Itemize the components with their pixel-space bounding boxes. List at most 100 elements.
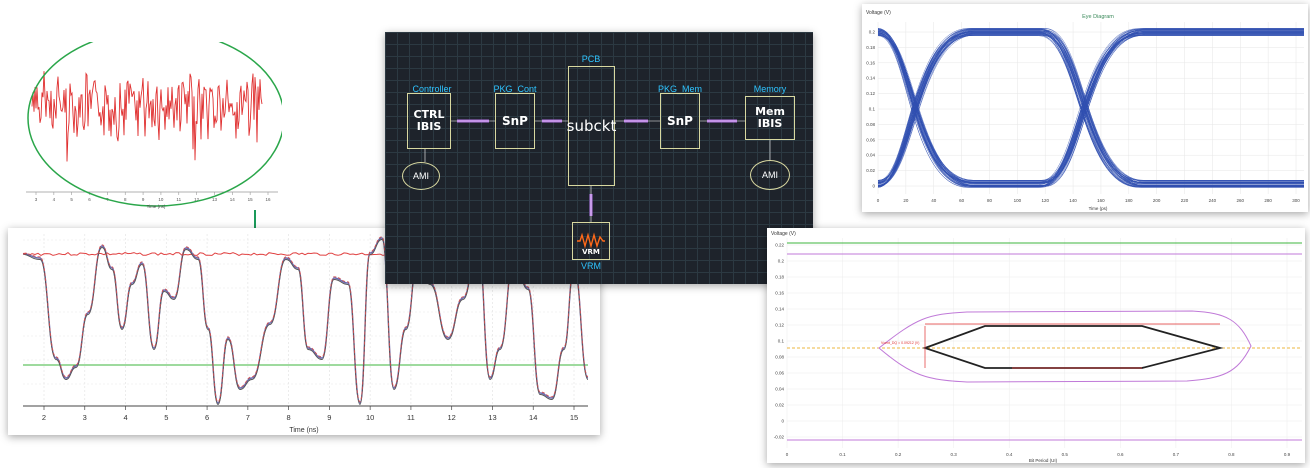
ctrl-ibis-line2: IBIS — [416, 120, 442, 133]
controller-title: Controller — [412, 84, 452, 94]
mask-y-tick: 0.18 — [775, 275, 784, 280]
mask-y-tick: 0.16 — [775, 291, 784, 296]
mask-y-tick: 0.1 — [778, 339, 785, 344]
eye-y-tick: 0.18 — [866, 45, 875, 50]
wave-x-tick: 2 — [42, 413, 46, 422]
ctrl-ami-block[interactable]: AMI — [402, 162, 440, 190]
mask-y-tick: 0.14 — [775, 307, 784, 312]
wave-x-tick: 6 — [205, 413, 209, 422]
pkg-mem-label: SnP — [667, 114, 693, 128]
mem-ami-block[interactable]: AMI — [750, 160, 790, 190]
mask-x-tick: 0.8 — [1228, 452, 1235, 457]
noise-x-tick: 4 — [53, 197, 56, 202]
wave-x-tick: 10 — [366, 413, 374, 422]
noise-x-tick: 12 — [194, 197, 200, 202]
eye-x-tick: 100 — [1014, 198, 1022, 203]
eye-y-tick: 0.02 — [866, 168, 875, 173]
noise-x-tick: 8 — [124, 197, 127, 202]
wave-trace-2 — [22, 239, 589, 405]
mask-y-tick: 0.2 — [778, 259, 785, 264]
eye-x-tick: 80 — [987, 198, 993, 203]
ctrl-ami-label: AMI — [412, 171, 429, 181]
noise-trace — [31, 71, 263, 162]
mem-ami-label: AMI — [761, 170, 778, 180]
noise-x-tick: 16 — [265, 197, 271, 202]
noise-x-tick: 10 — [158, 197, 164, 202]
mask-x-tick: 0.4 — [1006, 452, 1013, 457]
eye-y-tick: 0.1 — [869, 107, 876, 112]
noise-x-tick: 3 — [35, 197, 38, 202]
vrm-label: VRM — [582, 248, 600, 256]
eye-ylabel: Voltage (V) — [866, 10, 891, 16]
vrm-icon — [577, 232, 605, 248]
pkg-mem-title: PKG_Mem — [657, 84, 702, 94]
mask-x-tick: 0.2 — [895, 452, 902, 457]
mask-x-tick: 0 — [786, 452, 789, 457]
eye-y-tick: 0.14 — [866, 76, 875, 81]
eye-x-tick: 40 — [931, 198, 937, 203]
eye-traces — [877, 28, 1304, 188]
schematic-panel: Controller CTRL IBIS AMI PKG_Cont SnP PC… — [385, 32, 813, 284]
eye-y-tick: 0.2 — [869, 30, 876, 35]
mem-ibis-block[interactable]: Mem IBIS — [745, 96, 795, 140]
wave-x-tick: 15 — [570, 413, 578, 422]
pkg-cont-block[interactable]: SnP — [495, 93, 535, 149]
eye-y-tick: 0 — [872, 184, 875, 189]
eye-x-tick: 280 — [1264, 198, 1272, 203]
mem-ibis-line1: Mem — [755, 105, 785, 118]
memory-title: Memory — [753, 84, 787, 94]
eye-y-tick: 0.08 — [866, 122, 875, 127]
wave-x-tick: 5 — [164, 413, 168, 422]
eye-x-tick: 300 — [1292, 198, 1300, 203]
mask-x-tick: 0.3 — [951, 452, 958, 457]
eye-mask-plot: Voltage (V) Vcent_DQ = 0.09212 (V) -0.02… — [771, 231, 1302, 463]
vrm-block[interactable]: VRM — [572, 222, 610, 260]
ctrl-ibis-block[interactable]: CTRL IBIS — [407, 93, 451, 149]
pcb-subckt-block[interactable]: subckt — [566, 66, 617, 186]
eye-diagram-panel: Voltage (V) Eye Diagram 0 0.02 0.04 0.06 0.0… — [862, 4, 1308, 212]
eye-x-tick: 0 — [877, 198, 880, 203]
eye-xlabel: Time (ps) — [1089, 206, 1108, 211]
pcb-label: subckt — [566, 117, 617, 135]
eye-contour — [878, 310, 1252, 383]
wave-x-tick: 12 — [448, 413, 456, 422]
eye-x-tick: 220 — [1181, 198, 1189, 203]
eye-y-tick: 0.16 — [866, 60, 875, 65]
mask-x-tick: 0.6 — [1117, 452, 1124, 457]
eye-x-tick: 260 — [1237, 198, 1245, 203]
wave-x-tick: 7 — [246, 413, 250, 422]
wave-trace-3 — [22, 236, 589, 403]
mask-x-tick: 0.1 — [839, 452, 846, 457]
eye-x-tick: 160 — [1097, 198, 1105, 203]
pkg-cont-label: SnP — [502, 114, 528, 128]
noise-plot-panel: 3 4 5 6 7 8 9 10 11 12 13 14 15 16 Time (ns) — [20, 29, 285, 212]
mask-y-tick: 0.02 — [775, 403, 784, 408]
pkg-mem-block[interactable]: SnP — [660, 93, 700, 149]
wave-x-tick: 13 — [488, 413, 496, 422]
wave-x-tick: 4 — [123, 413, 127, 422]
eye-mask-hexagon — [922, 325, 1224, 369]
eye-x-tick: 240 — [1209, 198, 1217, 203]
mask-x-tick: 0.5 — [1062, 452, 1069, 457]
vrm-title: VRM — [581, 261, 601, 271]
pkg-cont-title: PKG_Cont — [493, 84, 537, 94]
mask-y-tick: 0.04 — [775, 387, 784, 392]
mask-y-tick: 0.22 — [775, 243, 784, 248]
mask-y-tick: -0.02 — [774, 435, 785, 440]
eye-x-tick: 60 — [959, 198, 965, 203]
eye-x-tick: 120 — [1041, 198, 1049, 203]
wave-x-tick: 9 — [327, 413, 331, 422]
eye-y-tick: 0.04 — [866, 153, 875, 158]
mask-y-tick: 0.08 — [775, 355, 784, 360]
wave-xlabel: Time (ns) — [289, 427, 318, 434]
mask-y-tick: 0.12 — [775, 323, 784, 328]
wave-x-tick: 14 — [529, 413, 537, 422]
wave-x-tick: 3 — [83, 413, 87, 422]
eye-x-tick: 180 — [1125, 198, 1133, 203]
eye-y-tick: 0.06 — [866, 137, 875, 142]
noise-x-tick: 11 — [176, 197, 181, 202]
eye-mask-panel: Voltage (V) Vcent_DQ = 0.09212 (V) -0.02… — [767, 228, 1305, 463]
noise-x-tick: 5 — [70, 197, 73, 202]
pcb-title: PCB — [581, 54, 601, 64]
mask-ylabel: Voltage (V) — [771, 231, 796, 237]
